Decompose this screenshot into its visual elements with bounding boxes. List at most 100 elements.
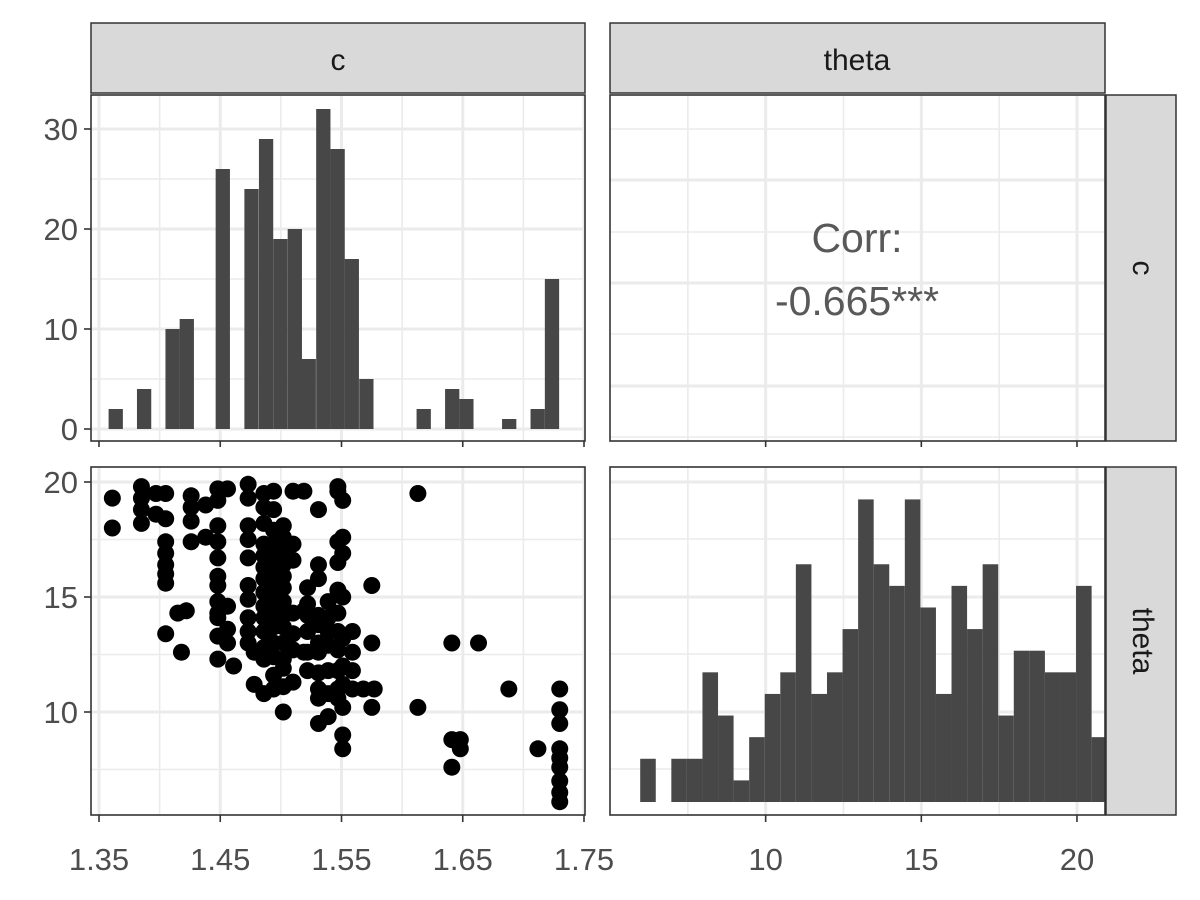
- panel-theta-c-border: [90, 466, 586, 816]
- histogram-bar: [273, 239, 288, 429]
- histogram-bar: [1091, 737, 1108, 802]
- histogram-bar: [749, 737, 765, 802]
- panel-theta-theta-bars: [640, 499, 1108, 802]
- scatter-point: [219, 597, 237, 615]
- panel-c-c-bars: [108, 109, 560, 429]
- histogram-bar: [244, 189, 259, 429]
- scatter-point: [551, 701, 569, 719]
- scatter-point: [334, 588, 352, 606]
- x-tick-label: 20: [1060, 842, 1094, 877]
- scatter-point: [265, 501, 283, 519]
- scatter-point: [334, 698, 352, 716]
- y-tick-label: 20: [44, 212, 78, 247]
- scatter-point: [239, 475, 257, 493]
- x-tick-label: 1.45: [190, 842, 250, 877]
- scatter-point: [239, 609, 257, 627]
- y-tick-label: 15: [44, 580, 78, 615]
- y-tick-label: 30: [44, 112, 78, 147]
- scatter-point: [239, 517, 257, 535]
- scatter-point: [103, 489, 121, 507]
- scatter-point: [470, 634, 488, 652]
- scatter-point: [309, 570, 327, 588]
- scatter-point: [409, 485, 427, 502]
- scatter-point: [219, 634, 237, 652]
- panel-theta-c-points: [103, 475, 569, 811]
- panel-c-c-border: [90, 94, 586, 442]
- scatter-point: [239, 489, 257, 507]
- histogram-bar: [640, 758, 656, 802]
- histogram-bar: [445, 389, 460, 429]
- scatter-point: [239, 590, 257, 608]
- histogram-bar: [764, 693, 781, 802]
- scatter-point: [363, 577, 381, 594]
- histogram-bar: [502, 419, 517, 429]
- scatter-point: [157, 625, 175, 643]
- scatter-point: [334, 544, 352, 562]
- histogram-bar: [951, 585, 968, 802]
- scatter-point: [239, 577, 257, 594]
- scatter-point: [319, 593, 337, 611]
- histogram-bar: [967, 629, 983, 802]
- scatter-point: [319, 708, 337, 726]
- scatter-point: [209, 609, 227, 627]
- x-tick-label: 15: [904, 842, 938, 877]
- histogram-bar: [686, 758, 703, 802]
- y-tick-label: 10: [44, 312, 78, 347]
- scatter-point: [132, 514, 150, 532]
- scatter-point: [409, 698, 427, 716]
- histogram-bar: [179, 319, 194, 429]
- scatter-point: [363, 698, 381, 716]
- scatter-point: [265, 482, 283, 500]
- histogram-bar: [873, 564, 890, 802]
- histogram-bar: [530, 409, 545, 429]
- panel-c-theta-border: [609, 94, 1106, 442]
- scatter-point: [209, 577, 227, 594]
- scatter-point: [284, 673, 302, 691]
- scatter-point: [209, 549, 227, 567]
- histogram-bar: [316, 109, 331, 429]
- y-tick-label: 0: [61, 412, 78, 447]
- panel-theta-c-grid: [91, 467, 586, 815]
- scatter-point: [284, 551, 302, 569]
- strip-top-c: c: [90, 22, 586, 94]
- scatter-point: [239, 531, 257, 548]
- corr-label: Corr:: [811, 215, 902, 261]
- strip-top-c-label: c: [331, 44, 346, 77]
- histogram-bar: [858, 499, 874, 802]
- histogram-bar: [671, 758, 687, 802]
- scatter-point: [209, 650, 227, 668]
- strip-right-theta-label: theta: [1126, 608, 1159, 675]
- scatter-point: [309, 501, 327, 519]
- scatter-point: [363, 634, 381, 652]
- histogram-bar: [1029, 650, 1045, 802]
- scatter-point: [443, 758, 461, 776]
- strip-right-theta: theta: [1105, 466, 1177, 816]
- scatter-point: [343, 662, 361, 680]
- strip-top-theta: theta: [609, 22, 1106, 94]
- scatter-point: [157, 485, 175, 502]
- scatter-point: [551, 758, 569, 776]
- scatter-point: [219, 620, 237, 638]
- corr-value: -0.665***: [775, 278, 939, 324]
- histogram-bar: [982, 564, 999, 802]
- scatter-point: [329, 604, 347, 622]
- histogram-bar: [136, 389, 152, 429]
- scatter-point: [182, 533, 200, 551]
- histogram-bar: [920, 607, 936, 802]
- histogram-bar: [108, 409, 123, 429]
- scatter-point: [334, 528, 352, 546]
- strip-right-c: c: [1105, 94, 1177, 442]
- histogram-bar: [795, 564, 812, 802]
- scatter-point: [365, 680, 383, 698]
- histogram-bar: [904, 499, 921, 802]
- histogram-bar: [416, 409, 431, 429]
- scatter-point: [284, 625, 302, 643]
- scatter-point: [177, 602, 195, 620]
- scatter-point: [451, 740, 469, 758]
- scatter-point: [209, 533, 227, 551]
- scatter-point: [284, 535, 302, 553]
- scatter-point: [334, 491, 352, 509]
- histogram-bar: [344, 259, 359, 429]
- scatter-point: [529, 740, 547, 758]
- scatter-point: [500, 680, 518, 698]
